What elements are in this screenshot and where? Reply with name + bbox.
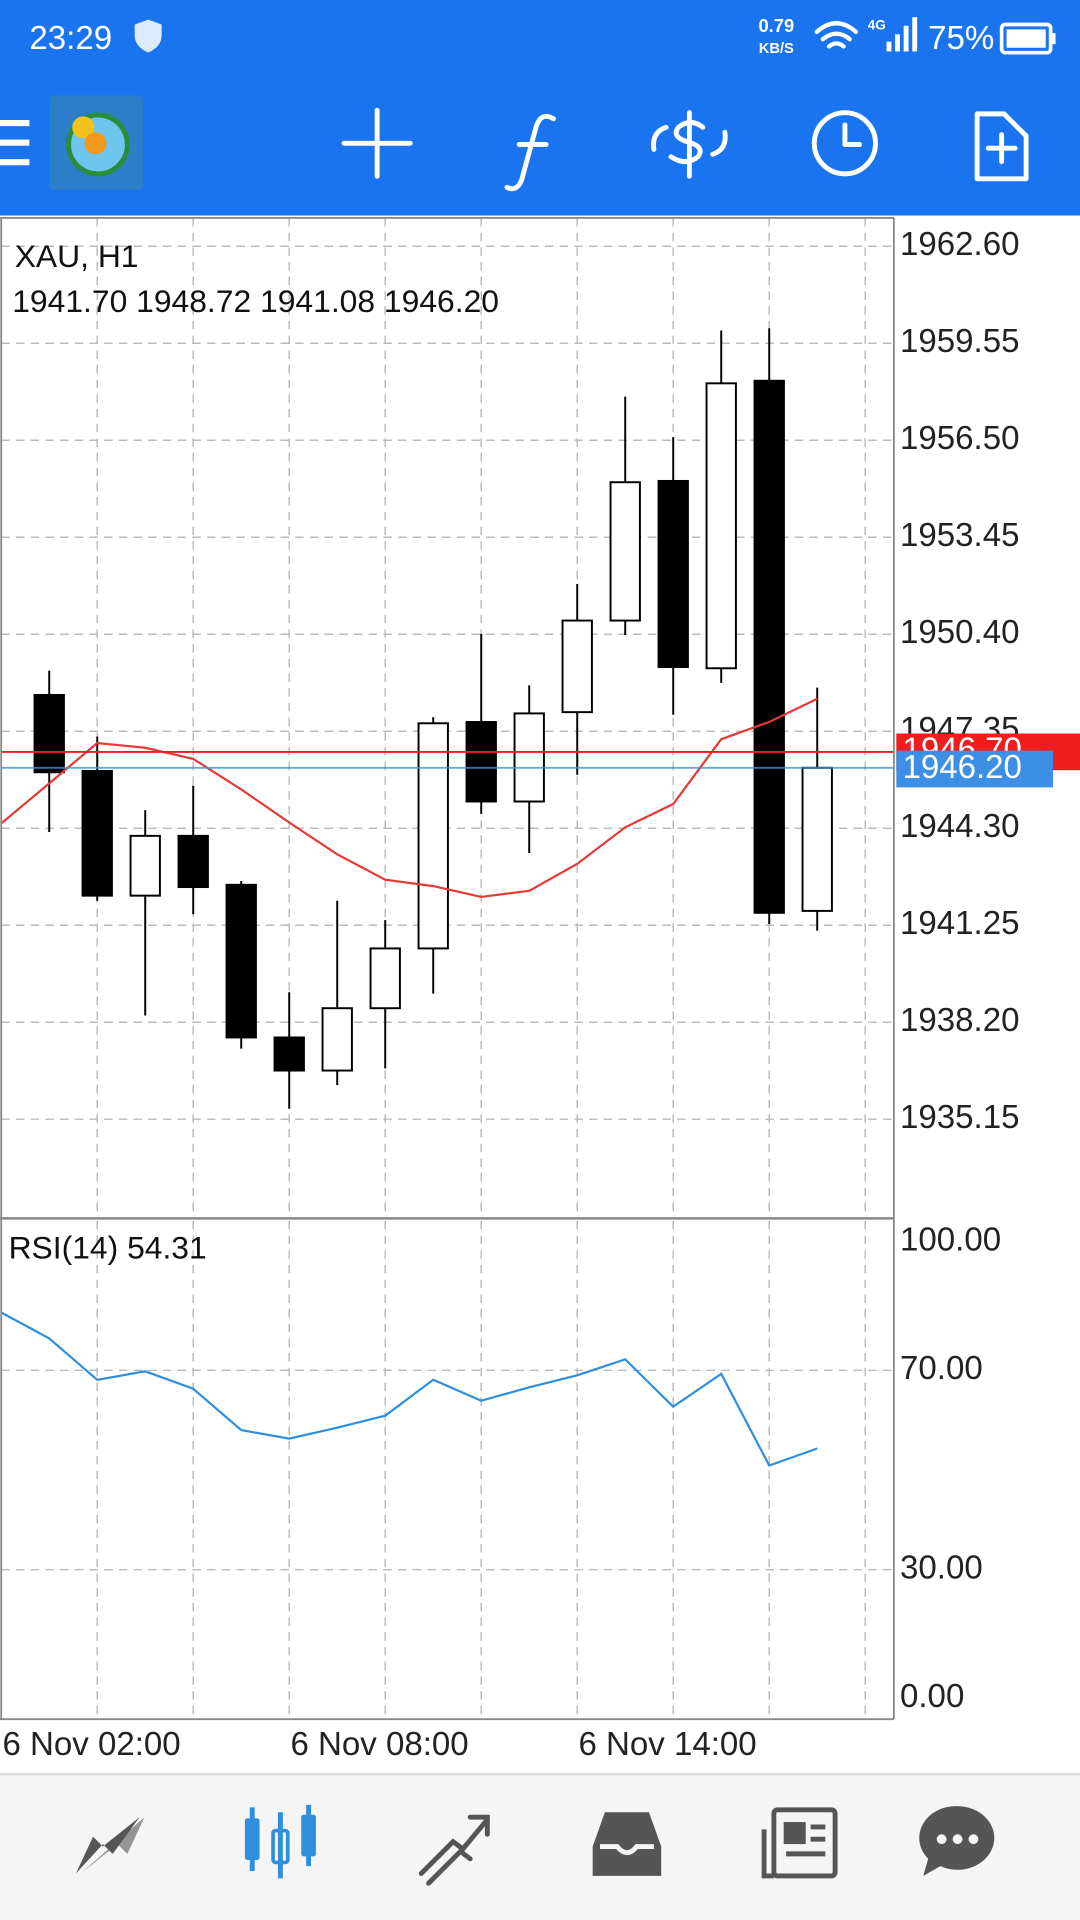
- candle-body: [609, 481, 641, 622]
- chart: 1962.601959.551956.501953.451950.401947.…: [0, 217, 1019, 1763]
- y-tick-label: 1962.60: [900, 226, 1019, 263]
- timeframe-button[interactable]: [811, 110, 878, 177]
- y-tick-label: 1944.30: [900, 808, 1019, 845]
- bid-label-box: [896, 750, 1054, 788]
- candle-body: [465, 721, 497, 803]
- y-tick-label: 30.00: [900, 1549, 983, 1586]
- bid-label: 1946.20: [902, 749, 1021, 786]
- app-bar: [0, 0, 1080, 216]
- candle-body: [513, 712, 545, 803]
- chart-area: [0, 217, 1080, 1776]
- rsi-title: RSI(14) 54.31: [9, 1230, 207, 1266]
- shield-icon: [134, 19, 162, 53]
- bottom-nav: [0, 1774, 1080, 1920]
- menu-button[interactable]: [0, 120, 30, 166]
- network-type: 4G: [868, 17, 886, 32]
- history-tab[interactable]: [592, 1812, 662, 1876]
- candle-body: [33, 693, 65, 774]
- chat-tab[interactable]: [919, 1806, 995, 1876]
- trade-button[interactable]: [651, 110, 728, 179]
- x-tick-label: 6 Nov 08:00: [290, 1726, 468, 1763]
- x-tick-label: 6 Nov 02:00: [2, 1726, 180, 1763]
- candle-body: [273, 1036, 305, 1072]
- crosshair-button[interactable]: [341, 107, 413, 179]
- y-tick-label: 1956.50: [900, 420, 1019, 457]
- candle-body: [561, 619, 593, 714]
- moving-average: [0, 697, 818, 899]
- new-order-button[interactable]: [974, 111, 1029, 182]
- y-tick-label: 1941.25: [900, 905, 1019, 942]
- y-tick-label: 1938.20: [900, 1002, 1019, 1039]
- y-tick-label: 1950.40: [900, 614, 1019, 651]
- candle-body: [225, 883, 257, 1039]
- quotes-tab[interactable]: [75, 1817, 145, 1874]
- battery-percent: 75%: [928, 20, 994, 57]
- candle-body: [177, 834, 209, 889]
- y-tick-label: 1935.15: [900, 1099, 1019, 1136]
- y-tick-label: 1953.45: [900, 517, 1019, 554]
- signal-icon: [886, 17, 918, 52]
- news-tab[interactable]: [761, 1807, 838, 1879]
- chart-title: XAU, H1: [15, 238, 139, 274]
- candle-body: [801, 766, 833, 912]
- x-tick-label: 6 Nov 14:00: [578, 1726, 756, 1763]
- y-tick-label: 1959.55: [900, 323, 1019, 360]
- wifi-icon: [814, 21, 859, 49]
- candle-body: [657, 479, 689, 668]
- candle-body: [705, 382, 737, 670]
- ohlc-header: 1941.70 1948.72 1941.08 1946.20: [12, 283, 499, 319]
- candle-body: [417, 722, 449, 950]
- rsi-line: [0, 1311, 818, 1467]
- y-tick-label: 70.00: [900, 1350, 983, 1387]
- app-logo[interactable]: [48, 95, 144, 190]
- y-tick-label: 0.00: [900, 1678, 964, 1715]
- battery-icon: [999, 22, 1056, 55]
- candle-body: [753, 379, 785, 914]
- net-speed-unit: KB/S: [759, 41, 794, 57]
- candle-body: [129, 834, 161, 897]
- candle-body: [369, 947, 401, 1010]
- candle-body: [321, 1007, 353, 1072]
- clock: 23:29: [29, 20, 112, 57]
- indicators-button[interactable]: [504, 113, 556, 192]
- candle-body: [81, 769, 113, 897]
- chart-tab[interactable]: [244, 1804, 316, 1879]
- y-tick-label: 100.00: [900, 1221, 1001, 1258]
- trade-tab[interactable]: [418, 1814, 490, 1886]
- net-speed: 0.79: [758, 15, 794, 36]
